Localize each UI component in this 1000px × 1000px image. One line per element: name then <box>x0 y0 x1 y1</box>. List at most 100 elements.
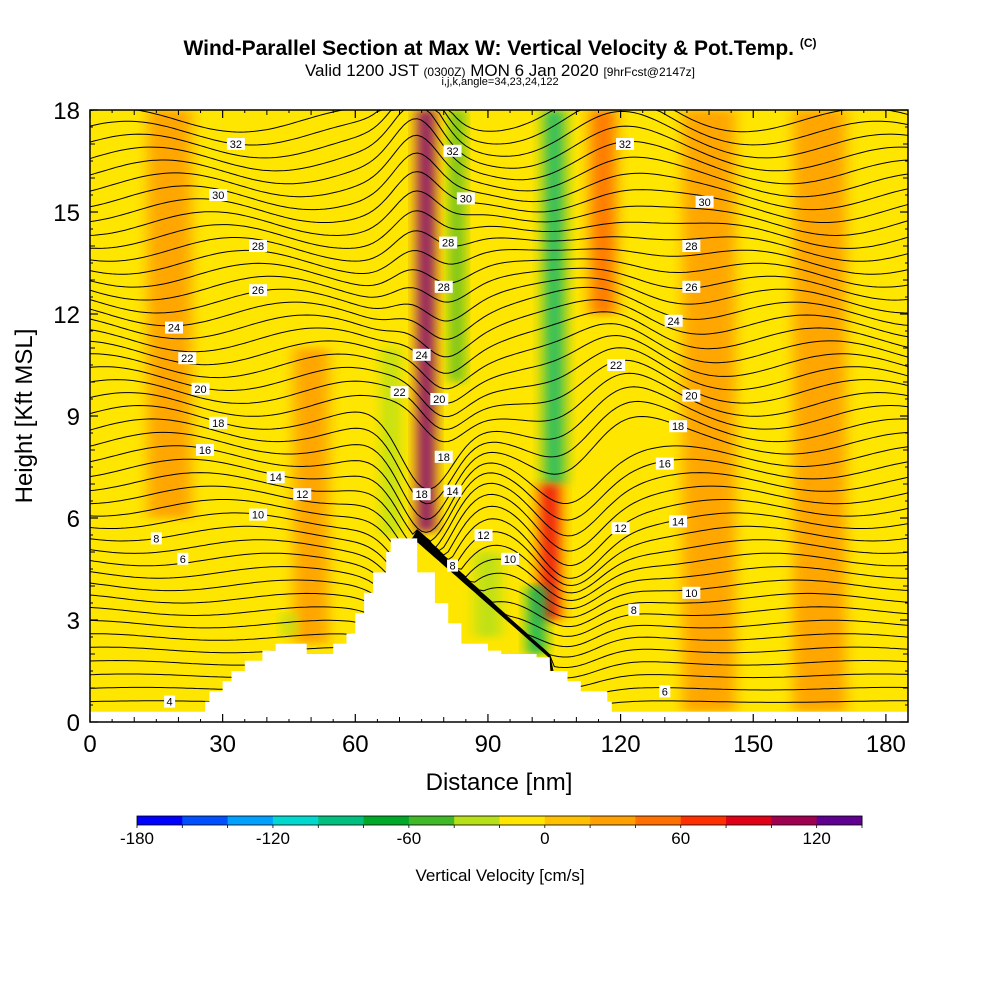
isentrope-label-bg <box>249 508 268 521</box>
isentrope-label-text: 18 <box>438 452 450 464</box>
isentrope-label: 32 <box>226 138 245 151</box>
isentrope-line <box>90 347 908 418</box>
title-main: Wind-Parallel Section at Max W: Vertical… <box>183 37 794 60</box>
isentrope-label: 20 <box>191 382 210 396</box>
colorbar-segment <box>544 816 591 825</box>
terrain <box>90 538 908 722</box>
isentrope-label-text: 14 <box>446 486 458 498</box>
velocity-plume <box>282 613 296 637</box>
isentrope-line <box>90 525 908 587</box>
isentrope-line <box>90 110 908 172</box>
isentrope-label: 6 <box>177 552 189 566</box>
colorbar-tick-label: 60 <box>671 829 690 848</box>
isentrope-label-text: 14 <box>672 516 684 528</box>
isentrope-line <box>90 311 908 374</box>
isentrope-label-bg <box>390 386 409 399</box>
isentrope-label-bg <box>178 352 197 365</box>
isentrope-line <box>90 110 908 159</box>
isentrope-label-bg <box>474 529 493 541</box>
isentrope-label-text: 16 <box>659 459 671 471</box>
colorbar-segment <box>272 816 319 825</box>
isentrope-label-text: 24 <box>415 350 427 362</box>
isentrope-label-text: 18 <box>415 489 427 501</box>
velocity-plume <box>147 110 192 518</box>
isentrope-line <box>90 334 908 404</box>
isentrope-label: 32 <box>443 144 462 158</box>
isentrope-label-text: 20 <box>194 384 206 396</box>
velocity-plume-outer <box>793 110 847 712</box>
isentrope-label-text: 14 <box>270 472 282 484</box>
isentrope-label: 24 <box>165 321 184 335</box>
isentrope-label: 10 <box>682 586 701 600</box>
isentrope-line <box>90 323 908 390</box>
isentrope-label: 28 <box>682 240 701 253</box>
isentrope-label-bg <box>412 348 431 361</box>
velocity-plume <box>417 110 435 532</box>
isentrope-line <box>90 538 908 679</box>
velocity-plume-outer <box>589 110 617 314</box>
isentrope-label-bg <box>430 393 449 405</box>
isentrope-label-text: 10 <box>252 510 264 522</box>
colorbar-segment <box>590 816 636 825</box>
isentrope-label-bg <box>434 280 453 293</box>
isentrope-label-bg <box>682 389 701 402</box>
isentrope-label-text: 30 <box>460 193 472 205</box>
subtitle-utc: (0300Z) <box>423 65 466 79</box>
isentrope-label-text: 12 <box>614 523 626 535</box>
y-axis-label: Height [Kft MSL] <box>11 329 38 504</box>
isentrope-label-text: 30 <box>698 197 710 209</box>
isentrope-line <box>90 512 908 579</box>
isentrope-label-text: 8 <box>153 533 159 545</box>
isentrope-line <box>90 359 908 430</box>
isentrope-label-text: 12 <box>477 530 489 542</box>
isentrope-line <box>90 230 908 262</box>
velocity-plume-outer <box>381 348 400 535</box>
isentrope-label-bg <box>655 457 674 470</box>
isentrope-label: 4 <box>164 695 176 709</box>
isentrope-label-text: 8 <box>450 561 456 573</box>
isentrope-label-text: 28 <box>252 241 264 253</box>
velocity-plume <box>589 110 617 314</box>
isentrope-label: 24 <box>412 348 431 362</box>
isentrope-label-bg <box>150 532 162 545</box>
velocity-plume <box>793 110 847 712</box>
colorbar-tick-label: -180 <box>120 829 154 848</box>
isentrope-label-bg <box>209 189 228 201</box>
subtitle-date: MON 6 Jan 2020 <box>470 61 599 80</box>
isentrope-label: 20 <box>682 389 701 403</box>
plot-area: 32 30 28 26 24 22 20 18 16 14 12 10 8 6 4 32 30 28 28 24 22 2… <box>89 109 909 723</box>
isentrope-label-text: 8 <box>631 605 637 617</box>
isentrope-label: 18 <box>209 416 228 430</box>
isentrope-line <box>90 499 908 567</box>
isentrope-label-text: 32 <box>446 146 458 158</box>
y-tick-label: 12 <box>53 302 80 329</box>
isentrope-line <box>90 267 908 303</box>
isentrope-label: 14 <box>266 471 285 484</box>
isentrope-label-bg <box>659 685 671 698</box>
isentrope-label: 26 <box>682 280 701 294</box>
isentrope-line <box>90 458 908 542</box>
colorbar-tick-label: 120 <box>803 829 831 848</box>
isentrope-label-bg <box>611 522 630 535</box>
velocity-plume-outer <box>682 110 736 712</box>
isentrope-label-bg <box>443 144 462 157</box>
isentrope-label: 10 <box>249 508 268 522</box>
colorbar-tick-label: 0 <box>540 829 549 848</box>
isentrope-label-bg <box>209 416 228 429</box>
colorbar: -180 -120 -60 0 60 120 <box>120 815 863 848</box>
y-tick-label: 18 <box>53 98 80 125</box>
isentrope-label: 18 <box>669 420 688 433</box>
x-tick-label: 120 <box>601 731 641 758</box>
isentrope-label: 6 <box>659 685 671 698</box>
colorbar-segment <box>726 816 772 825</box>
isentrope-line <box>90 110 908 146</box>
isentrope-label-bg <box>164 695 176 708</box>
isentrope-label: 22 <box>607 359 626 372</box>
isentrope-label-text: 28 <box>442 238 454 250</box>
isentrope-label-bg <box>456 192 475 205</box>
colorbar-segment <box>318 816 365 825</box>
isentrope-label: 28 <box>434 280 453 294</box>
isentrope-label-bg <box>249 240 268 252</box>
colorbar-label: Vertical Velocity [cm/s] <box>415 866 584 885</box>
